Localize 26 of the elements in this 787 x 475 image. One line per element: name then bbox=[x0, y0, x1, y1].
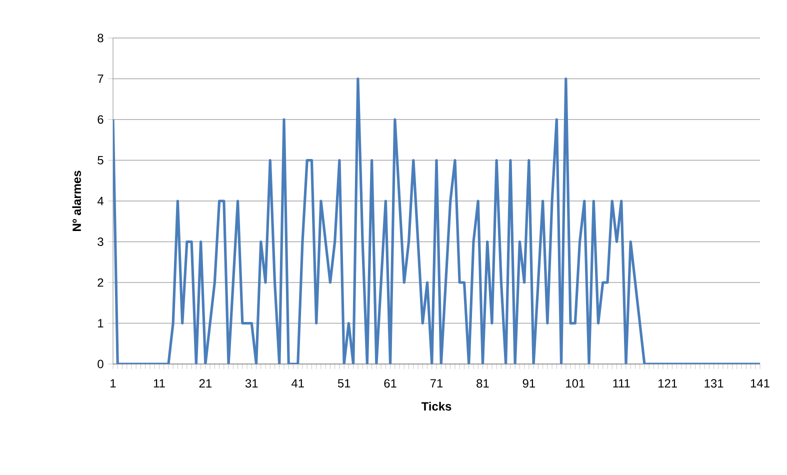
x-tick-label: 131 bbox=[704, 379, 724, 388]
y-tick-label: 5 bbox=[98, 156, 104, 164]
y-tick-label: 0 bbox=[98, 360, 104, 368]
y-tick-label: 2 bbox=[98, 278, 104, 287]
x-tick-label: 31 bbox=[245, 379, 258, 388]
x-tick-label: 111 bbox=[613, 379, 630, 388]
x-tick-label: 1 bbox=[110, 379, 116, 388]
x-tick-label: 11 bbox=[154, 379, 165, 388]
x-tick-label: 41 bbox=[291, 379, 304, 388]
x-tick-label: 51 bbox=[338, 379, 350, 388]
y-tick-label: 7 bbox=[98, 74, 104, 83]
x-tick-label: 21 bbox=[199, 379, 212, 388]
x-tick-label: 91 bbox=[522, 379, 535, 388]
y-tick-label: 3 bbox=[98, 238, 104, 246]
x-axis-title: Ticks bbox=[421, 402, 452, 411]
x-tick-label: 61 bbox=[384, 379, 396, 388]
x-tick-label: 101 bbox=[566, 379, 585, 388]
x-tick-label: 81 bbox=[476, 379, 489, 388]
y-tick-label: 1 bbox=[98, 319, 104, 328]
x-tick-label: 141 bbox=[750, 379, 770, 388]
y-tick-label: 4 bbox=[97, 196, 104, 206]
y-tick-label: 8 bbox=[98, 34, 104, 42]
x-tick-label: 71 bbox=[430, 379, 443, 388]
x-tick-label: 121 bbox=[658, 379, 677, 388]
y-axis-title: Nº alarmes bbox=[72, 170, 81, 231]
y-tick-label: 6 bbox=[98, 115, 104, 124]
